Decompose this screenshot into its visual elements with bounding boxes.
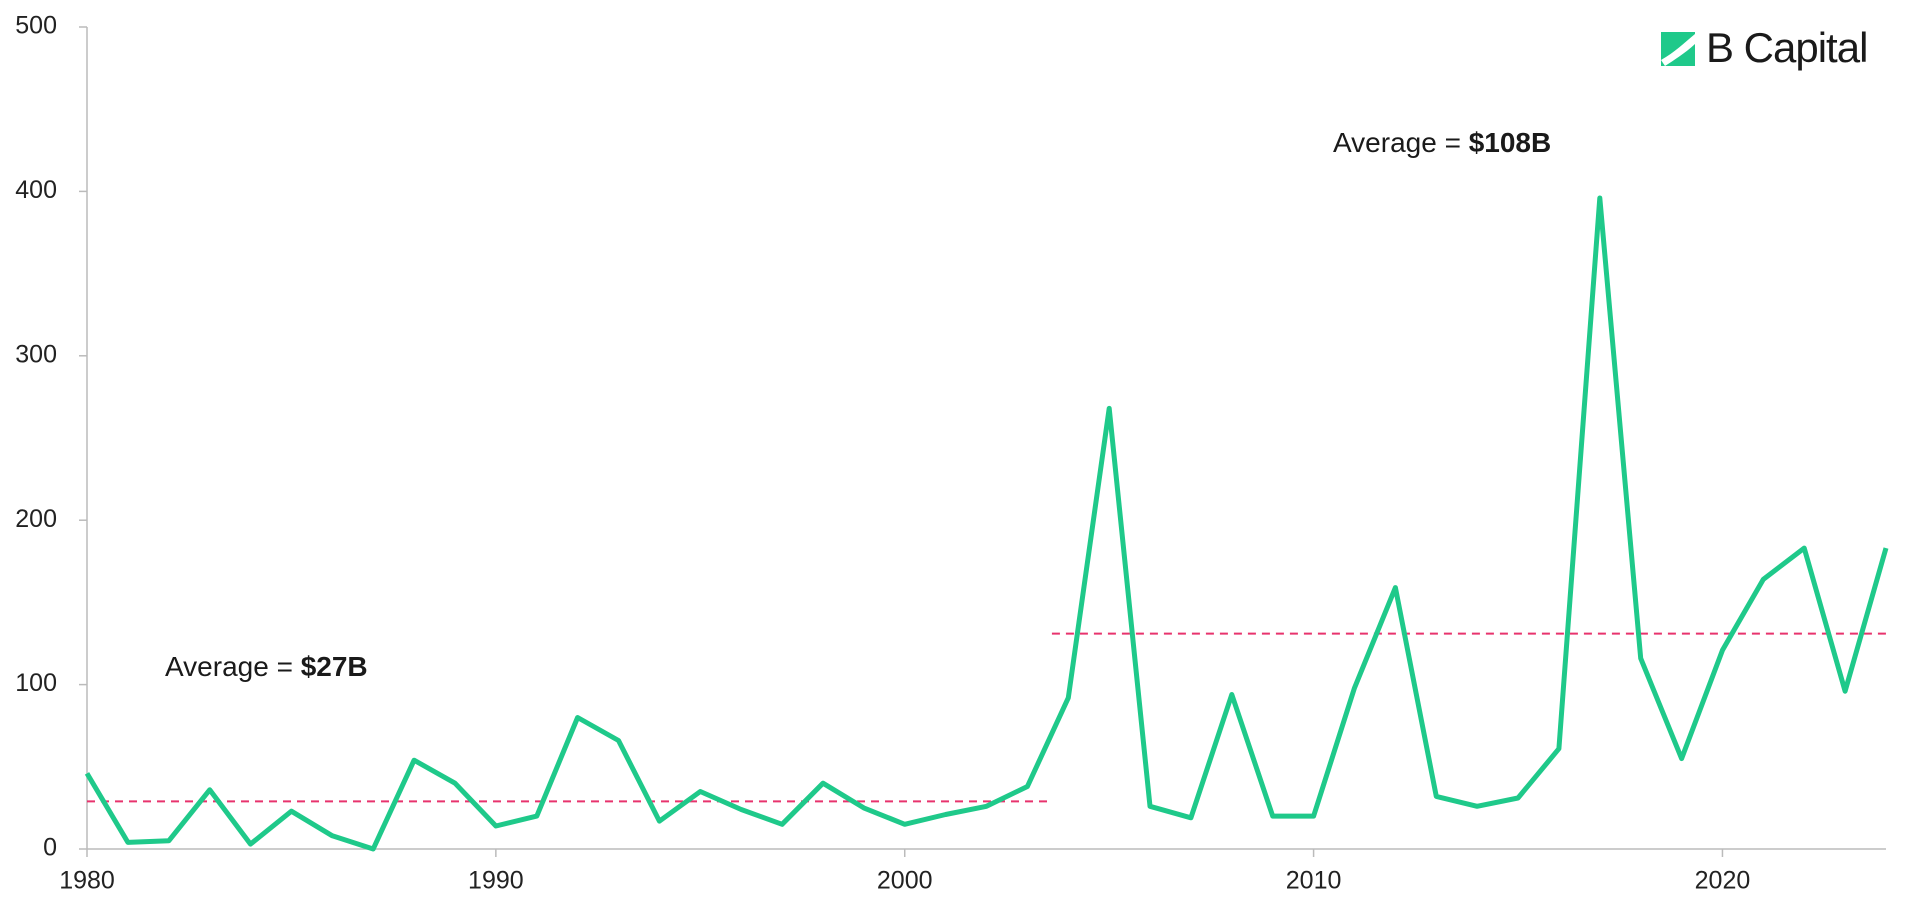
x-tick-label: 2000 — [877, 867, 933, 895]
logo-text: B Capital — [1706, 24, 1867, 71]
x-tick-label: 1990 — [468, 867, 524, 895]
y-tick-label: 400 — [15, 176, 57, 204]
y-tick-label: 300 — [15, 340, 57, 368]
y-tick-label: 0 — [43, 834, 57, 862]
logo: B Capital — [1661, 24, 1868, 71]
average-prefix: Average = — [1333, 127, 1469, 158]
y-tick-label: 200 — [15, 505, 57, 533]
average-prefix: Average = — [165, 651, 301, 682]
y-tick-label: 100 — [15, 669, 57, 697]
average-value: $27B — [301, 651, 368, 682]
x-tick-label: 2020 — [1695, 867, 1751, 895]
x-tick-label: 2010 — [1286, 867, 1342, 895]
average-value: $108B — [1469, 127, 1552, 158]
series-line — [84, 195, 1889, 852]
x-tick-label: 1980 — [59, 867, 115, 895]
logo-icon-stripe — [1661, 34, 1695, 66]
y-tick-label: 500 — [15, 12, 57, 40]
average-annotation: Average = $27B — [165, 651, 368, 682]
average-annotation: Average = $108B — [1333, 127, 1551, 158]
